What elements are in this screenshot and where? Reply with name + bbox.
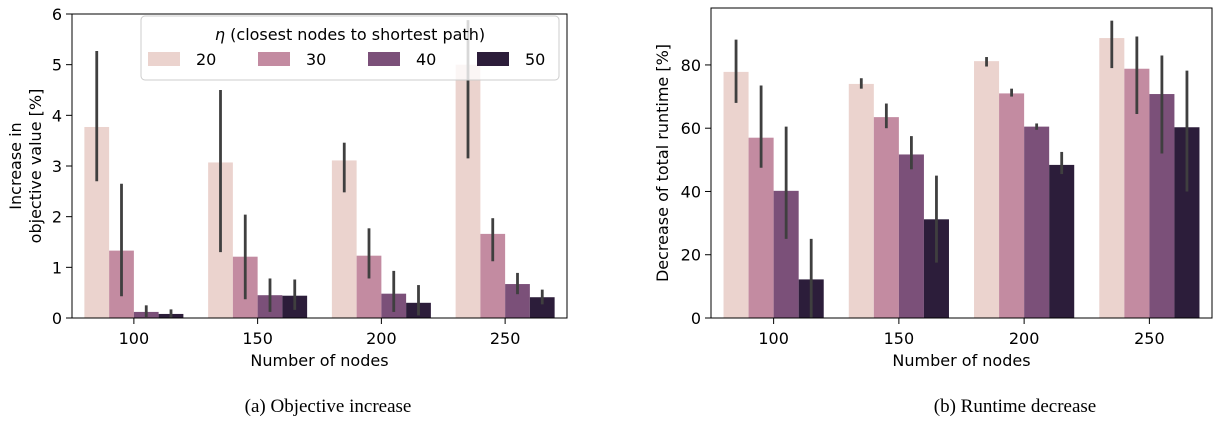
bar [1024,126,1050,318]
y-tick-label: 80 [681,56,701,75]
x-tick-label: 150 [884,329,915,348]
legend-swatch [477,52,509,66]
legend-label: 50 [525,50,545,69]
legend-title-text: (closest nodes to shortest path) [225,25,485,44]
caption-b: (b) Runtime decrease [933,396,1097,417]
y-tick-label: 4 [52,106,62,125]
bar [848,83,874,318]
bar [974,61,1000,319]
legend-label: 20 [196,50,216,69]
y-axis-label: Increase in [6,122,25,209]
legend-swatch [148,52,180,66]
y-tick-label: 0 [691,309,701,328]
legend-title: η (closest nodes to shortest path) [215,25,485,44]
chart-panel-a: 0 1 2 3 4 5 6 100 150 200 250 Number of nodes Increa… [6,5,568,370]
y-axis-label: Decrease of total runtime [%] [653,44,672,282]
y-tick-label: 2 [52,208,62,227]
y-tick-label: 1 [52,258,62,277]
bar [873,117,899,318]
x-tick-label: 150 [242,329,273,348]
bar [1049,164,1075,318]
legend: η (closest nodes to shortest path) 20 30 40… [140,15,560,81]
x-tick-label: 250 [1134,329,1165,348]
bar [898,154,924,318]
y-axis-label: objective value [%] [26,89,45,244]
bar [999,93,1025,318]
y-tick-label: 20 [681,246,701,265]
bar [723,71,749,319]
bar [529,297,555,318]
x-tick-label: 100 [119,329,150,348]
x-tick-label: 200 [366,329,397,348]
y-tick-label: 0 [52,309,62,328]
x-axis-label: Number of nodes [892,351,1030,370]
chart-panel-b: 0 20 40 60 80 100 150 200 250 Number of nodes Decr… [653,7,1213,370]
legend-frame [140,15,560,81]
y-tick-label: 3 [52,157,62,176]
caption-a: (a) Objective increase [244,396,412,417]
x-axis-label: Number of nodes [250,351,388,370]
y-tick-label: 40 [681,182,701,201]
y-tick-label: 5 [52,56,62,75]
y-tick-label: 6 [52,5,62,24]
legend-label: 40 [416,50,436,69]
bar [1099,38,1125,318]
legend-label: 30 [306,50,326,69]
x-tick-label: 200 [1009,329,1040,348]
x-tick-label: 100 [758,329,789,348]
legend-swatch [368,52,400,66]
x-tick-label: 250 [490,329,521,348]
legend-title-symbol: η [215,25,225,44]
y-tick-label: 60 [681,119,701,138]
axes-frame [710,7,1213,319]
legend-swatch [258,52,290,66]
